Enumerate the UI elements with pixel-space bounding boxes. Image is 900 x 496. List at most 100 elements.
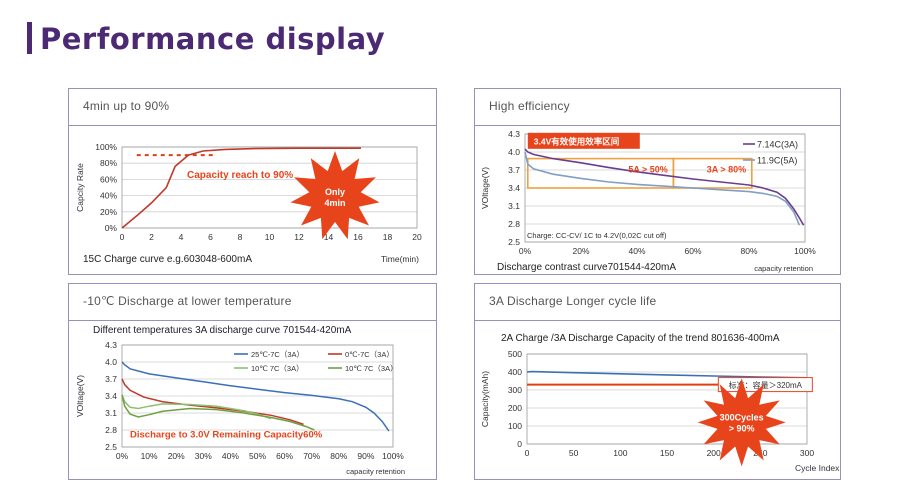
y-tick-label: 2.8 <box>105 425 117 435</box>
panel-header: High efficiency <box>475 89 840 126</box>
x-tick-label: 6 <box>208 232 213 242</box>
legend-label: 10℃ 7C（3A） <box>345 364 398 373</box>
y-tick-label: 60% <box>100 174 117 184</box>
x-tick-label: 0% <box>519 246 532 256</box>
panel-title: High efficiency <box>489 99 570 113</box>
burst-label: 300Cycles <box>720 412 764 422</box>
y-axis-label: VOltage(V) <box>480 167 490 209</box>
y-tick-label: 20% <box>100 207 117 217</box>
x-tick-label: 0% <box>116 451 129 461</box>
cycles-burst <box>697 378 786 467</box>
x-tick-label: 30% <box>195 451 212 461</box>
x-tick-label: 50 <box>569 448 579 458</box>
series-line <box>526 370 808 379</box>
y-tick-label: 3.4 <box>508 183 520 193</box>
x-tick-label: 40% <box>222 451 239 461</box>
chart-subtitle: Different temperatures 3A discharge curv… <box>93 325 352 336</box>
y-tick-label: 2.8 <box>508 219 520 229</box>
y-tick-label: 0 <box>517 439 522 449</box>
y-tick-label: 3.1 <box>508 201 520 211</box>
x-tick-label: 4 <box>179 232 184 242</box>
x-tick-label: 100% <box>382 451 404 461</box>
burst-label: > 90% <box>729 423 755 433</box>
standard-label: 标准：容量＞320mA <box>729 380 803 390</box>
y-tick-label: 4.3 <box>105 340 117 350</box>
panel-charge: 4min up to 90% 0% 20% 40% 60% 80% 100% 0 2 4 6 8 10… <box>68 88 437 275</box>
panel-efficiency: High efficiency 2.5 2.8 3.1 3.4 3.7 4.0 4.3 0% 2… <box>474 88 841 275</box>
y-tick-label: 300 <box>508 385 522 395</box>
x-tick-label: 90% <box>357 451 374 461</box>
title-accent-bar <box>27 22 32 54</box>
efficiency-label: 3.4V有效使用效率区间 <box>534 136 620 146</box>
page-title: Performance display <box>40 22 386 56</box>
x-tick-label: 60% <box>276 451 293 461</box>
y-tick-label: 3.4 <box>105 391 117 401</box>
x-axis-label: capacity retention <box>754 264 813 273</box>
legend-label: 11.9C(5A) <box>757 156 797 166</box>
panel-cycle: 3A Discharge Longer cycle life 2A Charge… <box>474 283 841 480</box>
panel-header: -10℃ Discharge at lower temperature <box>69 284 436 321</box>
only-4min-burst <box>290 151 380 240</box>
x-tick-label: 50% <box>249 451 266 461</box>
x-tick-label: 300 <box>800 448 814 458</box>
legend-label: 0℃-7C（3A） <box>345 350 394 359</box>
x-tick-label: 40% <box>628 246 645 256</box>
series-line <box>121 378 304 426</box>
series-line <box>121 361 390 432</box>
y-tick-label: 100% <box>95 142 117 152</box>
chart-subtitle: 2A Charge /3A Discharge Capacity of the … <box>501 333 780 344</box>
y-tick-label: 4.3 <box>508 129 520 139</box>
plot-frame <box>524 133 806 243</box>
x-axis-label: Time(min) <box>381 254 419 264</box>
y-tick-label: 3.1 <box>105 408 117 418</box>
burst-label: Only <box>325 187 345 197</box>
x-tick-label: 8 <box>238 232 243 242</box>
charge-note: Charge: CC-CV/ 1C to 4.2V(0,02C cut off) <box>527 231 667 240</box>
series-line <box>524 148 805 226</box>
series-line <box>121 147 361 229</box>
x-tick-label: 18 <box>383 232 393 242</box>
x-tick-label: 12 <box>294 232 304 242</box>
x-tick-label: 20% <box>572 246 589 256</box>
x-tick-label: 2 <box>149 232 154 242</box>
y-tick-label: 100 <box>508 421 522 431</box>
legend-label: 25℃-7C（3A） <box>251 350 304 359</box>
legend-label: 7.14C(3A) <box>757 140 798 150</box>
efficiency-chart: 2.5 2.8 3.1 3.4 3.7 4.0 4.3 0% 20% 40% 60% 80% 100% V… <box>480 129 816 273</box>
plot-frame <box>526 353 808 445</box>
chart-caption: 15C Charge curve e.g.603048-600mA <box>83 254 252 265</box>
legend-label: 10℃ 7C（3A） <box>251 364 304 373</box>
x-tick-label: 10 <box>265 232 275 242</box>
panel-lowtemp: -10℃ Discharge at lower temperature Diff… <box>68 283 437 480</box>
x-tick-label: 0 <box>120 232 125 242</box>
x-tick-label: 100 <box>613 448 627 458</box>
y-axis-label: Capacity(mAh) <box>480 371 490 427</box>
y-tick-label: 2.5 <box>105 442 117 452</box>
y-tick-label: 400 <box>508 367 522 377</box>
panel-header: 4min up to 90% <box>69 89 436 126</box>
region-5a-label: 5A > 50% <box>628 164 667 174</box>
y-axis-label: VOltage(V) <box>75 375 85 417</box>
x-axis-label: Cycle Index <box>795 463 840 473</box>
lowtemp-chart: Different temperatures 3A discharge curv… <box>75 325 405 476</box>
x-tick-label: 80% <box>330 451 347 461</box>
x-axis-label: capacity retention <box>346 467 405 476</box>
y-tick-label: 3.7 <box>105 374 117 384</box>
x-tick-label: 20 <box>412 232 422 242</box>
y-tick-label: 80% <box>100 158 117 168</box>
y-tick-label: 40% <box>100 191 117 201</box>
panel-title: 3A Discharge Longer cycle life <box>489 294 657 308</box>
charge-chart: 0% 20% 40% 60% 80% 100% 0 2 4 6 8 10 12 14 16 18 20 Capci… <box>75 142 422 265</box>
x-tick-label: 70% <box>303 451 320 461</box>
region-3a-label: 3A > 80% <box>707 164 746 174</box>
burst-label: 4min <box>324 198 345 208</box>
x-tick-label: 100% <box>794 246 816 256</box>
x-tick-label: 16 <box>353 232 363 242</box>
x-tick-label: 150 <box>660 448 674 458</box>
series-line <box>524 151 801 226</box>
x-tick-label: 60% <box>684 246 701 256</box>
plot-frame <box>121 146 418 229</box>
x-tick-label: 14 <box>324 232 334 242</box>
region-3a-box <box>672 157 753 189</box>
panel-header: 3A Discharge Longer cycle life <box>475 284 840 321</box>
